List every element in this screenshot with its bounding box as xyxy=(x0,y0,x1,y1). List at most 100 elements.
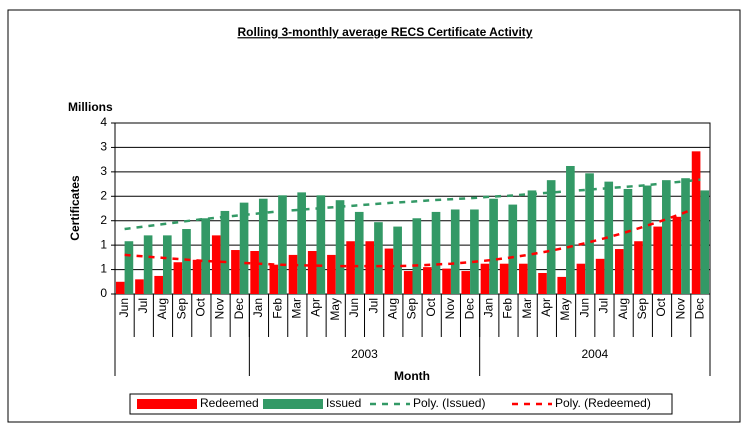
bar xyxy=(316,195,326,294)
x-tick-label: Oct xyxy=(654,297,668,316)
bar xyxy=(384,248,394,294)
chart-frame xyxy=(7,9,741,423)
bar xyxy=(634,241,643,294)
bar xyxy=(124,241,134,294)
bar xyxy=(258,198,268,294)
x-tick-label: Nov xyxy=(213,298,227,319)
bar xyxy=(604,181,614,294)
x-tick-label: Mar xyxy=(520,298,534,319)
x-tick-label: Apr xyxy=(539,298,553,317)
bar xyxy=(489,198,498,294)
bar xyxy=(623,188,633,294)
bar xyxy=(538,272,547,294)
bar xyxy=(642,185,652,294)
bar xyxy=(431,211,441,294)
bar xyxy=(595,258,605,294)
bar xyxy=(143,235,153,294)
bar xyxy=(681,178,690,294)
y-tick-label: 0 xyxy=(100,286,107,300)
bar xyxy=(201,218,211,294)
bar xyxy=(442,268,451,294)
bar xyxy=(499,263,509,294)
bar xyxy=(423,267,432,294)
x-tick-label: Sep xyxy=(635,298,649,320)
bar xyxy=(278,195,287,294)
bar xyxy=(162,235,172,294)
bar xyxy=(480,263,490,294)
y-tick-label: 1 xyxy=(100,237,107,251)
bar xyxy=(365,241,375,294)
legend-swatch xyxy=(137,399,197,409)
bar xyxy=(250,251,259,294)
x-tick-label: Dec xyxy=(693,298,707,319)
x-tick-label: Feb xyxy=(270,298,284,319)
x-tick-label: Oct xyxy=(424,297,438,316)
x-tick-label: Aug xyxy=(155,298,169,319)
x-tick-label: Feb xyxy=(501,298,515,319)
bar xyxy=(192,259,202,294)
y-tick-label: 4 xyxy=(100,115,107,129)
bar xyxy=(327,254,336,294)
bar xyxy=(239,202,249,294)
bar xyxy=(508,204,518,294)
bar xyxy=(288,254,298,294)
bar xyxy=(297,192,306,294)
chart-title: Rolling 3-monthly average RECS Certifica… xyxy=(238,25,533,39)
bar xyxy=(412,218,422,294)
bar xyxy=(700,190,710,294)
bar xyxy=(470,209,479,294)
bar xyxy=(154,275,163,294)
x-tick-label: Dec xyxy=(462,298,476,319)
x-axis-title: Month xyxy=(394,369,430,383)
legend-label: Issued xyxy=(326,396,361,410)
bar xyxy=(461,271,471,294)
y-tick-label: 1 xyxy=(100,262,107,276)
x-tick-label: Nov xyxy=(443,298,457,319)
bar xyxy=(182,229,191,294)
bar xyxy=(576,263,586,294)
x-tick-label: Apr xyxy=(309,298,323,317)
x-tick-label: Jul xyxy=(366,298,380,313)
y-tick-label: 3 xyxy=(100,140,107,154)
x-tick-label: Nov xyxy=(673,298,687,319)
y-tick-label: 2 xyxy=(100,213,107,227)
bar xyxy=(354,211,364,294)
legend-label: Poly. (Redeemed) xyxy=(555,396,651,410)
bar xyxy=(585,173,594,294)
bar xyxy=(662,180,671,294)
bar xyxy=(173,262,183,294)
bar xyxy=(672,216,682,294)
group-label: 2003 xyxy=(351,347,378,361)
x-tick-label: Jul xyxy=(597,298,611,313)
bar xyxy=(403,271,413,294)
bar xyxy=(614,249,624,294)
y-axis-title: Certificates xyxy=(68,175,82,241)
x-tick-label: Dec xyxy=(232,298,246,319)
x-tick-label: Aug xyxy=(385,298,399,319)
bar xyxy=(211,235,221,294)
bar xyxy=(653,226,663,294)
bar xyxy=(566,165,575,294)
x-tick-label: Jan xyxy=(481,298,495,317)
x-tick-label: May xyxy=(558,298,572,321)
unit-label: Millions xyxy=(68,100,113,114)
bar xyxy=(269,264,279,294)
x-tick-label: Jul xyxy=(136,298,150,313)
legend-label: Poly. (Issued) xyxy=(413,396,485,410)
bar xyxy=(220,210,230,294)
bar xyxy=(519,263,528,294)
bar xyxy=(393,226,402,294)
y-tick-label: 2 xyxy=(100,188,107,202)
bar xyxy=(557,276,567,294)
x-tick-label: Aug xyxy=(616,298,630,319)
bar xyxy=(346,241,355,294)
group-label: 2004 xyxy=(581,347,608,361)
x-tick-label: May xyxy=(328,298,342,321)
legend-swatch xyxy=(263,399,323,409)
trend-line xyxy=(124,204,701,268)
bar xyxy=(527,190,537,294)
bar xyxy=(115,281,125,294)
bar xyxy=(546,180,556,294)
x-tick-label: Jan xyxy=(251,298,265,317)
